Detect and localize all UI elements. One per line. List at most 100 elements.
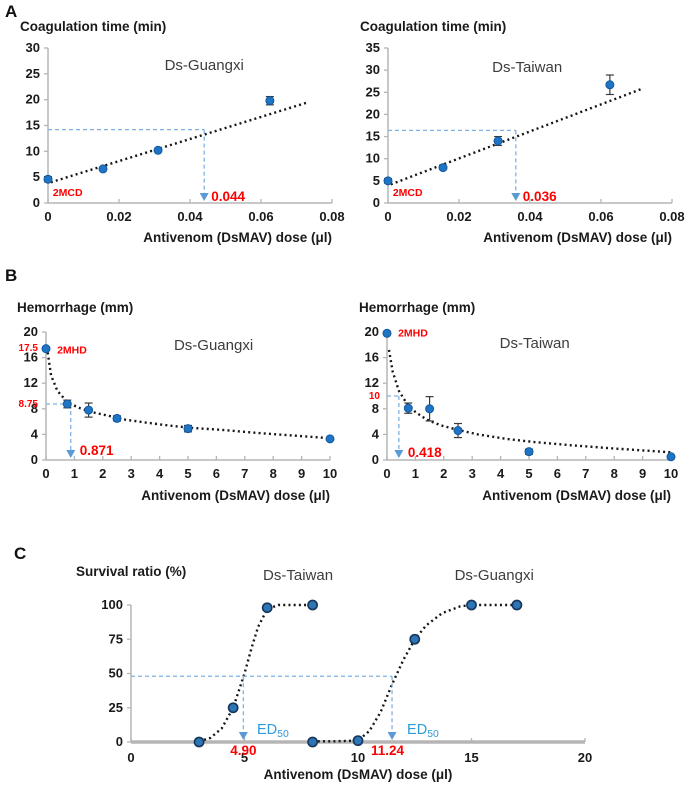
svg-text:Ds-Taiwan: Ds-Taiwan — [492, 59, 562, 76]
svg-text:4.90: 4.90 — [230, 743, 256, 758]
panel-label-c: C — [14, 544, 27, 563]
svg-text:20: 20 — [366, 106, 380, 121]
svg-text:Antivenom (DsMAV) dose (μl): Antivenom (DsMAV) dose (μl) — [483, 230, 672, 245]
svg-text:8: 8 — [372, 401, 379, 416]
chart-coagulation-ds-guangxi: 0 5 10 15 20 25 30 0 0.02 0.04 0.06 0.08 Coagulation… — [20, 19, 345, 245]
svg-text:Coagulation time (min): Coagulation time (min) — [360, 19, 506, 34]
panel-label-a: A — [5, 2, 18, 21]
svg-text:1: 1 — [71, 466, 78, 481]
svg-text:15: 15 — [26, 118, 40, 133]
svg-text:30: 30 — [26, 40, 40, 55]
svg-text:100: 100 — [101, 597, 123, 612]
svg-text:2: 2 — [440, 466, 447, 481]
svg-text:0: 0 — [383, 466, 390, 481]
svg-text:8: 8 — [31, 401, 38, 416]
svg-text:20: 20 — [26, 92, 40, 107]
svg-text:ED50: ED50 — [257, 722, 289, 740]
svg-text:20: 20 — [365, 324, 379, 339]
svg-text:0.036: 0.036 — [523, 189, 557, 204]
svg-text:12: 12 — [24, 375, 38, 390]
svg-text:0.871: 0.871 — [80, 443, 114, 458]
svg-text:Ds-Guangxi: Ds-Guangxi — [455, 567, 534, 584]
svg-text:10: 10 — [26, 143, 40, 158]
svg-text:15: 15 — [366, 129, 380, 144]
svg-text:10: 10 — [351, 750, 365, 765]
svg-text:Antivenom (DsMAV) dose (μl): Antivenom (DsMAV) dose (μl) — [264, 767, 453, 782]
svg-text:2MCD: 2MCD — [53, 187, 83, 199]
svg-text:0.02: 0.02 — [446, 209, 471, 224]
svg-text:0: 0 — [373, 195, 380, 210]
svg-text:2MHD: 2MHD — [398, 327, 428, 339]
svg-text:5: 5 — [33, 169, 40, 184]
svg-text:16: 16 — [365, 350, 379, 365]
svg-text:0: 0 — [116, 734, 123, 749]
svg-text:11.24: 11.24 — [371, 743, 405, 758]
svg-text:5: 5 — [184, 466, 191, 481]
svg-text:Ds-Taiwan: Ds-Taiwan — [263, 567, 333, 584]
svg-text:Ds-Guangxi: Ds-Guangxi — [165, 57, 244, 74]
svg-text:Hemorrhage (mm): Hemorrhage (mm) — [359, 300, 475, 315]
svg-text:4: 4 — [31, 426, 39, 441]
svg-text:10: 10 — [369, 391, 381, 402]
svg-text:Coagulation time (min): Coagulation time (min) — [20, 19, 166, 34]
svg-text:30: 30 — [366, 62, 380, 77]
panel-label-b: B — [5, 266, 18, 285]
svg-text:2: 2 — [99, 466, 106, 481]
svg-text:Antivenom (DsMAV) dose (μl): Antivenom (DsMAV) dose (μl) — [141, 488, 330, 503]
svg-text:ED50: ED50 — [407, 722, 439, 740]
svg-text:0.08: 0.08 — [319, 209, 344, 224]
chart-coagulation-ds-taiwan: 0 5 10 15 20 25 30 35 0 0.02 0.04 0.06 0.08 Coagulati… — [360, 19, 685, 245]
svg-text:15: 15 — [464, 750, 478, 765]
svg-text:Hemorrhage (mm): Hemorrhage (mm) — [17, 300, 133, 315]
svg-text:5: 5 — [241, 750, 248, 765]
svg-text:25: 25 — [109, 700, 123, 715]
svg-text:12: 12 — [365, 375, 379, 390]
svg-text:4: 4 — [156, 466, 164, 481]
svg-text:75: 75 — [109, 631, 123, 646]
svg-text:Survival ratio (%): Survival ratio (%) — [76, 564, 186, 579]
svg-text:4: 4 — [497, 466, 505, 481]
svg-text:0: 0 — [127, 750, 134, 765]
svg-text:8: 8 — [270, 466, 277, 481]
svg-text:10: 10 — [664, 466, 678, 481]
svg-text:20: 20 — [24, 324, 38, 339]
svg-text:Ds-Guangxi: Ds-Guangxi — [174, 337, 253, 354]
svg-text:0.02: 0.02 — [106, 209, 131, 224]
svg-text:25: 25 — [366, 84, 380, 99]
svg-text:0.418: 0.418 — [408, 445, 442, 460]
svg-text:1: 1 — [412, 466, 419, 481]
svg-text:7: 7 — [241, 466, 248, 481]
svg-text:Antivenom (DsMAV) dose (μl): Antivenom (DsMAV) dose (μl) — [482, 488, 671, 503]
svg-text:5: 5 — [373, 173, 380, 188]
svg-text:0: 0 — [372, 452, 379, 467]
svg-text:Ds-Taiwan: Ds-Taiwan — [500, 335, 570, 352]
svg-text:17.5: 17.5 — [19, 343, 39, 354]
svg-text:8: 8 — [611, 466, 618, 481]
svg-text:0.04: 0.04 — [517, 209, 543, 224]
svg-text:6: 6 — [554, 466, 561, 481]
svg-text:20: 20 — [578, 750, 592, 765]
svg-text:10: 10 — [323, 466, 337, 481]
svg-text:0: 0 — [44, 209, 51, 224]
svg-text:50: 50 — [109, 666, 123, 681]
svg-text:0: 0 — [384, 209, 391, 224]
chart-survival-ratio: 0 25 50 75 100 0 5 10 15 20 Survival ratio (%) Anti… — [76, 564, 592, 782]
svg-text:7: 7 — [582, 466, 589, 481]
svg-text:3: 3 — [128, 466, 135, 481]
svg-text:4: 4 — [372, 426, 380, 441]
svg-text:3: 3 — [469, 466, 476, 481]
svg-text:9: 9 — [298, 466, 305, 481]
svg-text:0: 0 — [33, 195, 40, 210]
svg-text:Antivenom (DsMAV) dose (μl): Antivenom (DsMAV) dose (μl) — [143, 230, 332, 245]
svg-text:0.08: 0.08 — [659, 209, 684, 224]
svg-text:35: 35 — [366, 40, 380, 55]
svg-text:0: 0 — [31, 452, 38, 467]
svg-text:0.044: 0.044 — [211, 189, 245, 204]
svg-text:25: 25 — [26, 66, 40, 81]
svg-text:2MHD: 2MHD — [57, 345, 87, 357]
svg-text:0.06: 0.06 — [248, 209, 273, 224]
svg-text:0.04: 0.04 — [177, 209, 203, 224]
